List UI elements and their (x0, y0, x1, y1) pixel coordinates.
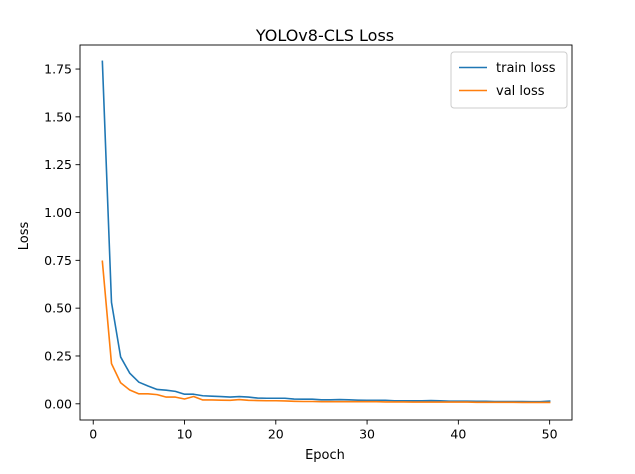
x-tick-label: 10 (177, 427, 193, 442)
y-axis: 0.00 0.25 0.50 0.75 1.00 1.25 1.50 1.75 (44, 62, 80, 411)
x-tick-label: 50 (542, 427, 558, 442)
legend-label-val-loss: val loss (496, 84, 545, 99)
y-tick-label: 0.50 (44, 301, 72, 316)
x-tick-label: 30 (359, 427, 375, 442)
x-axis: 0 10 20 30 40 50 (89, 420, 558, 442)
y-tick-label: 0.75 (44, 253, 72, 268)
y-tick-label: 0.25 (44, 348, 72, 363)
series-line-train-loss (101, 60, 551, 403)
legend: train loss val loss (450, 51, 568, 109)
axes-frame (79, 44, 573, 421)
plot-area (79, 44, 573, 421)
series-line-val-loss (101, 260, 551, 404)
y-axis-label: Loss (17, 222, 32, 251)
x-tick-label: 40 (450, 427, 466, 442)
y-tick-label: 0.00 (44, 396, 72, 411)
legend-label-train-loss: train loss (496, 61, 556, 76)
y-tick-label: 1.50 (44, 109, 72, 124)
chart-title: YOLOv8-CLS Loss (255, 26, 394, 45)
y-tick-label: 1.25 (44, 157, 72, 172)
legend-box (450, 51, 568, 109)
x-tick-label: 20 (268, 427, 284, 442)
y-tick-label: 1.75 (44, 62, 72, 77)
x-axis-label: Epoch (305, 448, 345, 463)
y-tick-label: 1.00 (44, 205, 72, 220)
x-tick-label: 0 (89, 427, 97, 442)
